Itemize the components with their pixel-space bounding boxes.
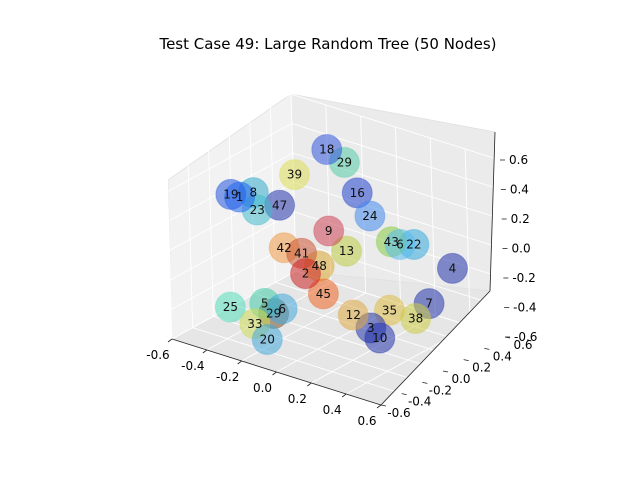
- y-axis-line: [380, 290, 491, 406]
- node-label: 41: [294, 246, 309, 260]
- y-tick-mark: [463, 359, 469, 362]
- y-axis-ticks: -0.6-0.4-0.20.00.20.40.6: [380, 336, 533, 420]
- x-tick-mark: [237, 360, 242, 365]
- node-label: 43: [384, 235, 399, 249]
- node-marker: [400, 303, 432, 334]
- node-label: 35: [382, 303, 397, 317]
- node-label: 47: [272, 198, 287, 212]
- x-tick-label: -0.6: [146, 348, 169, 362]
- node-label: 24: [362, 209, 377, 223]
- z-tick-label: -0.6: [514, 330, 537, 344]
- node-label: 18: [319, 143, 334, 157]
- node-label: 2: [302, 267, 310, 281]
- z-tick-label: 0.0: [512, 242, 531, 256]
- node-label: 10: [372, 331, 387, 345]
- node-label: 45: [316, 287, 331, 301]
- y-tick-mark: [442, 370, 449, 373]
- y-tick-mark: [401, 393, 407, 396]
- node-marker: [214, 291, 246, 323]
- node-label: 23: [250, 203, 265, 217]
- z-axis-line: [489, 131, 496, 292]
- x-tick-mark: [202, 349, 208, 354]
- node-label: 38: [408, 312, 423, 326]
- node-label: 5: [261, 296, 269, 310]
- z-tick-label: 0.6: [509, 153, 528, 167]
- node-marker: [313, 215, 345, 247]
- grid-line-z: [166, 93, 501, 163]
- y-tick-mark: [484, 347, 490, 350]
- node-label: 19: [223, 187, 238, 201]
- node-label: 22: [406, 237, 421, 251]
- node-label: 12: [346, 308, 361, 322]
- node-label: 4: [449, 261, 457, 275]
- x-tick-mark: [307, 382, 312, 387]
- node-marker: [224, 181, 256, 213]
- node-marker: [354, 200, 386, 232]
- y-tick-label: -0.6: [387, 406, 410, 420]
- node-marker: [266, 293, 298, 325]
- x-tick-mark: [341, 393, 347, 398]
- z-tick-label: -0.2: [512, 271, 535, 285]
- node-label: 6: [396, 238, 404, 252]
- node-label: 29: [337, 155, 352, 169]
- node-label: 8: [250, 186, 258, 200]
- node-label: 39: [287, 168, 302, 182]
- node-label: 20: [260, 332, 275, 346]
- chart-title: Test Case 49: Large Random Tree (50 Node…: [158, 35, 496, 53]
- node-marker: [337, 299, 369, 331]
- node-label: 16: [350, 186, 365, 200]
- y-tick-label: 0.6: [513, 338, 532, 352]
- node-label: 1: [236, 190, 244, 204]
- node-label: 25: [223, 300, 238, 314]
- y-tick-mark: [380, 404, 387, 407]
- node-marker: [307, 278, 339, 310]
- node-label: 9: [325, 224, 333, 238]
- x-tick-label: 0.2: [288, 392, 307, 406]
- x-tick-mark: [272, 371, 277, 376]
- y-tick-label: 0.4: [493, 349, 512, 363]
- node-marker: [436, 252, 468, 284]
- node-marker: [331, 235, 363, 267]
- y-tick-label: 0.0: [451, 372, 470, 386]
- z-axis-ticks: -0.6 -0.4 -0.2 0.0 0.2 0.4 0.6: [500, 153, 537, 344]
- x-tick-label: 0.4: [323, 403, 342, 417]
- node-marker: [384, 229, 416, 261]
- y-tick-mark: [422, 381, 428, 384]
- node-label: 6: [278, 302, 286, 316]
- y-tick-label: 0.2: [472, 361, 491, 375]
- x-tick-label: 0.0: [253, 381, 272, 395]
- node-label: 3: [367, 321, 375, 335]
- node-label: 13: [339, 244, 354, 258]
- x-tick-mark: [167, 338, 173, 343]
- node-label: 48: [312, 259, 327, 273]
- node-marker: [251, 323, 283, 355]
- node-label: 29: [266, 306, 281, 320]
- y-tick-label: -0.4: [408, 395, 431, 409]
- x-tick-label: -0.2: [216, 370, 239, 384]
- node-marker: [341, 177, 373, 209]
- z-tick-label: -0.4: [513, 301, 536, 315]
- node-label: 33: [247, 317, 262, 331]
- x-tick-label: 0.6: [357, 414, 376, 428]
- node-marker: [278, 159, 310, 191]
- y-tick-label: -0.2: [429, 383, 452, 397]
- x-tick-mark: [376, 404, 382, 409]
- z-tick-label: 0.4: [510, 183, 529, 197]
- node-label: 42: [277, 241, 292, 255]
- x-tick-label: -0.4: [181, 359, 204, 373]
- node-marker: [290, 258, 322, 290]
- node-label: 7: [425, 297, 433, 311]
- node-marker: [311, 134, 343, 166]
- x-axis-ticks: -0.6 -0.4 -0.2 0.0 0.2 0.4 0.6: [146, 338, 382, 428]
- z-tick-label: 0.2: [511, 212, 530, 226]
